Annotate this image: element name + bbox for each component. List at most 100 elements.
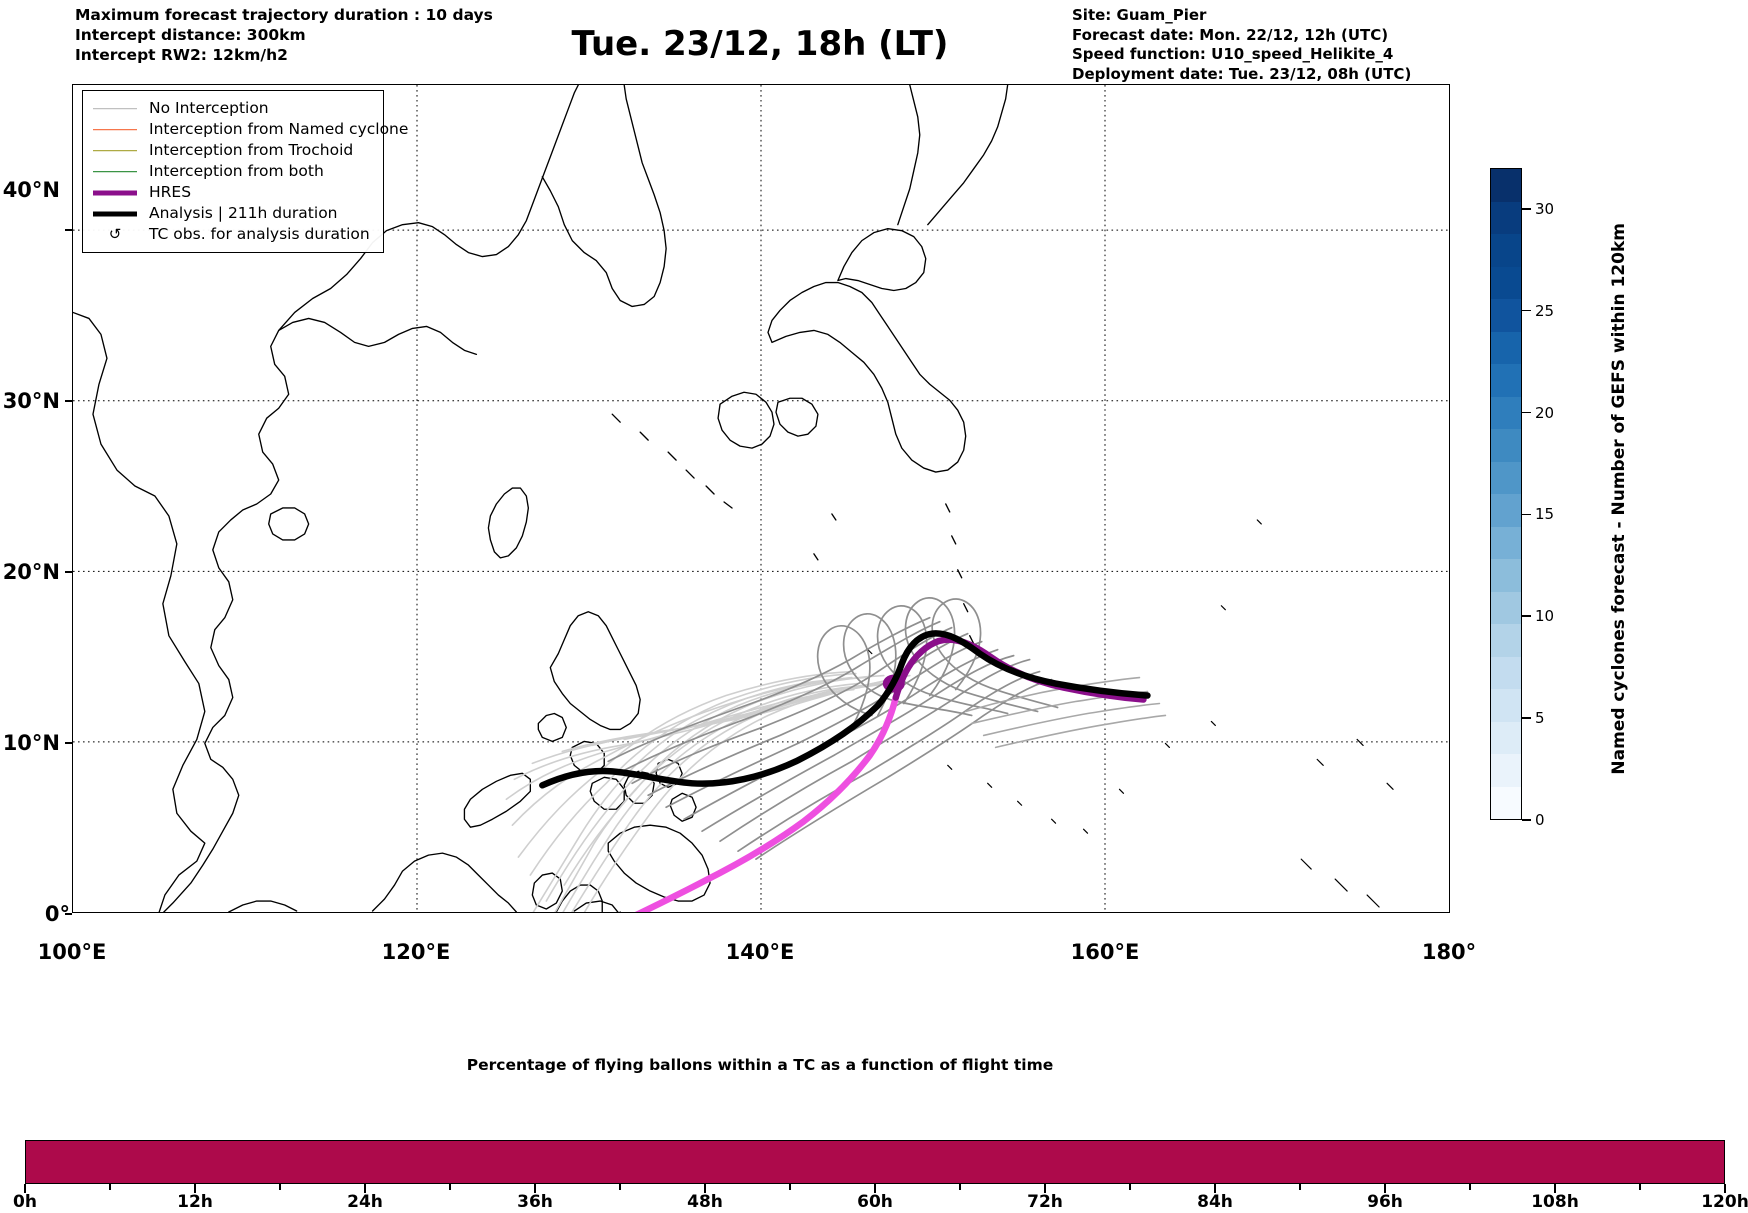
percentage-bar-fill — [26, 1141, 1724, 1183]
ytick-mark — [65, 400, 72, 402]
colorbar-title-text: Named cyclones forecast - Number of GEFS… — [1609, 222, 1629, 775]
time-axis-minor-tick — [789, 1184, 791, 1190]
colorbar-step-16 — [1491, 266, 1521, 299]
ytick-label-40n: 40°N — [2, 178, 60, 202]
legend-line-swatch — [91, 140, 139, 161]
time-axis-label: 72h — [1027, 1192, 1063, 1212]
time-axis-tick — [1384, 1184, 1386, 1193]
map-legend: No Interception Interception from Named … — [82, 90, 408, 253]
time-axis-tick — [534, 1184, 536, 1193]
legend-item-hres[interactable]: HRES — [91, 182, 373, 203]
legend-item-named-cyclone[interactable]: Interception from Named cyclone — [91, 119, 408, 140]
colorbar-step-19 — [1491, 169, 1521, 202]
colorbar-tick-label: 10 — [1535, 607, 1555, 626]
header-forecast-date: Forecast date: Mon. 22/12, 12h (UTC) — [1072, 25, 1389, 44]
legend-item-trochoid[interactable]: Interception from Trochoid — [91, 140, 373, 161]
analysis-track — [539, 630, 1151, 789]
header-speed-function: Speed function: U10_speed_Helikite_4 — [1072, 45, 1394, 63]
header-intercept-distance: Intercept distance: 300km — [75, 26, 306, 44]
header-left-block: Maximum forecast trajectory duration : 1… — [75, 5, 493, 65]
time-axis-tick — [874, 1184, 876, 1193]
coastline-layer — [73, 85, 1394, 912]
legend-item-analysis[interactable]: Analysis | 211h duration — [91, 203, 373, 224]
colorbar-step-17 — [1491, 234, 1521, 267]
colorbar-tick — [1522, 819, 1531, 821]
map-panel[interactable] — [72, 84, 1450, 913]
colorbar-step-0 — [1491, 786, 1521, 819]
page-title: Tue. 23/12, 18h (LT) — [571, 24, 949, 64]
legend-label: Interception from Trochoid — [149, 141, 354, 159]
colorbar-step-8 — [1491, 526, 1521, 559]
legend-label: Interception from Named cyclone — [149, 120, 409, 138]
colorbar-tick-label: 25 — [1535, 301, 1555, 320]
colorbar[interactable]: 0 5 10 15 20 25 30 — [1490, 168, 1554, 829]
xtick-label-180: 180° — [1421, 940, 1477, 964]
time-axis-tick — [1044, 1184, 1046, 1193]
xtick-label-140e: 140°E — [725, 940, 795, 964]
time-axis-minor-tick — [1469, 1184, 1471, 1190]
colorbar-step-14 — [1491, 331, 1521, 364]
colorbar-tick — [1522, 615, 1531, 618]
time-axis-label: 120h — [1701, 1192, 1748, 1212]
legend-label: TC obs. for analysis duration — [149, 225, 370, 243]
time-axis-tick — [364, 1184, 366, 1193]
time-axis-label: 96h — [1367, 1192, 1403, 1212]
time-axis-label: 48h — [687, 1192, 723, 1212]
ytick-label-30n: 30°N — [2, 389, 60, 413]
time-axis-tick — [704, 1184, 706, 1193]
percentage-bar-caption: Percentage of flying ballons within a TC… — [466, 1056, 1054, 1074]
colorbar-step-5 — [1491, 624, 1521, 657]
legend-item-tc-obs[interactable]: ↺ TC obs. for analysis duration — [91, 224, 373, 245]
ytick-mark — [65, 913, 72, 915]
xtick-label-100e: 100°E — [37, 940, 107, 964]
colorbar-gradient — [1490, 168, 1522, 820]
legend-item-no-interception[interactable]: No Interception — [91, 98, 373, 119]
colorbar-step-11 — [1491, 429, 1521, 462]
colorbar-step-9 — [1491, 494, 1521, 527]
ytick-label-20n: 20°N — [2, 560, 60, 584]
ytick-mark — [65, 229, 72, 231]
ytick-label-10n: 10°N — [2, 731, 60, 755]
time-axis-minor-tick — [279, 1184, 281, 1190]
time-axis-minor-tick — [619, 1184, 621, 1190]
colorbar-tick-label: 0 — [1535, 811, 1545, 829]
legend-line-swatch — [91, 203, 139, 224]
colorbar-step-18 — [1491, 201, 1521, 234]
tc-obs-icon: ↺ — [108, 225, 122, 243]
time-axis-label: 84h — [1197, 1192, 1233, 1212]
colorbar-step-4 — [1491, 656, 1521, 689]
time-axis-minor-tick — [109, 1184, 111, 1190]
ensemble-trajectories — [505, 597, 1167, 912]
time-axis-minor-tick — [449, 1184, 451, 1190]
time-axis-minor-tick — [959, 1184, 961, 1190]
colorbar-tick-label: 30 — [1535, 199, 1555, 218]
map-canvas — [73, 85, 1449, 912]
legend-label: No Interception — [149, 99, 269, 117]
percentage-bar-track[interactable] — [25, 1140, 1725, 1184]
colorbar-step-13 — [1491, 364, 1521, 397]
time-axis-label: 12h — [177, 1192, 213, 1212]
time-axis-label: 108h — [1531, 1192, 1579, 1212]
colorbar-tick — [1522, 411, 1531, 414]
legend-label: HRES — [149, 183, 192, 201]
time-axis-tick — [24, 1184, 26, 1193]
colorbar-tick — [1522, 717, 1531, 719]
ytick-mark — [65, 742, 72, 744]
ytick-label-0: 0° — [44, 902, 70, 926]
colorbar-tick-label: 5 — [1535, 709, 1545, 728]
ytick-mark — [65, 571, 72, 573]
colorbar-tick-label: 20 — [1535, 403, 1555, 422]
colorbar-step-2 — [1491, 721, 1521, 754]
legend-line-swatch — [91, 161, 139, 182]
colorbar-step-1 — [1491, 754, 1521, 787]
colorbar-step-15 — [1491, 299, 1521, 332]
legend-line-swatch — [91, 98, 139, 119]
header-intercept-rw2: Intercept RW2: 12km/h2 — [75, 46, 288, 64]
time-axis-label: 36h — [517, 1192, 553, 1212]
colorbar-step-12 — [1491, 396, 1521, 429]
time-axis-label: 60h — [857, 1192, 893, 1212]
colorbar-step-6 — [1491, 591, 1521, 624]
legend-item-both[interactable]: Interception from both — [91, 161, 373, 182]
legend-label: Analysis | 211h duration — [149, 204, 338, 222]
colorbar-step-10 — [1491, 461, 1521, 494]
